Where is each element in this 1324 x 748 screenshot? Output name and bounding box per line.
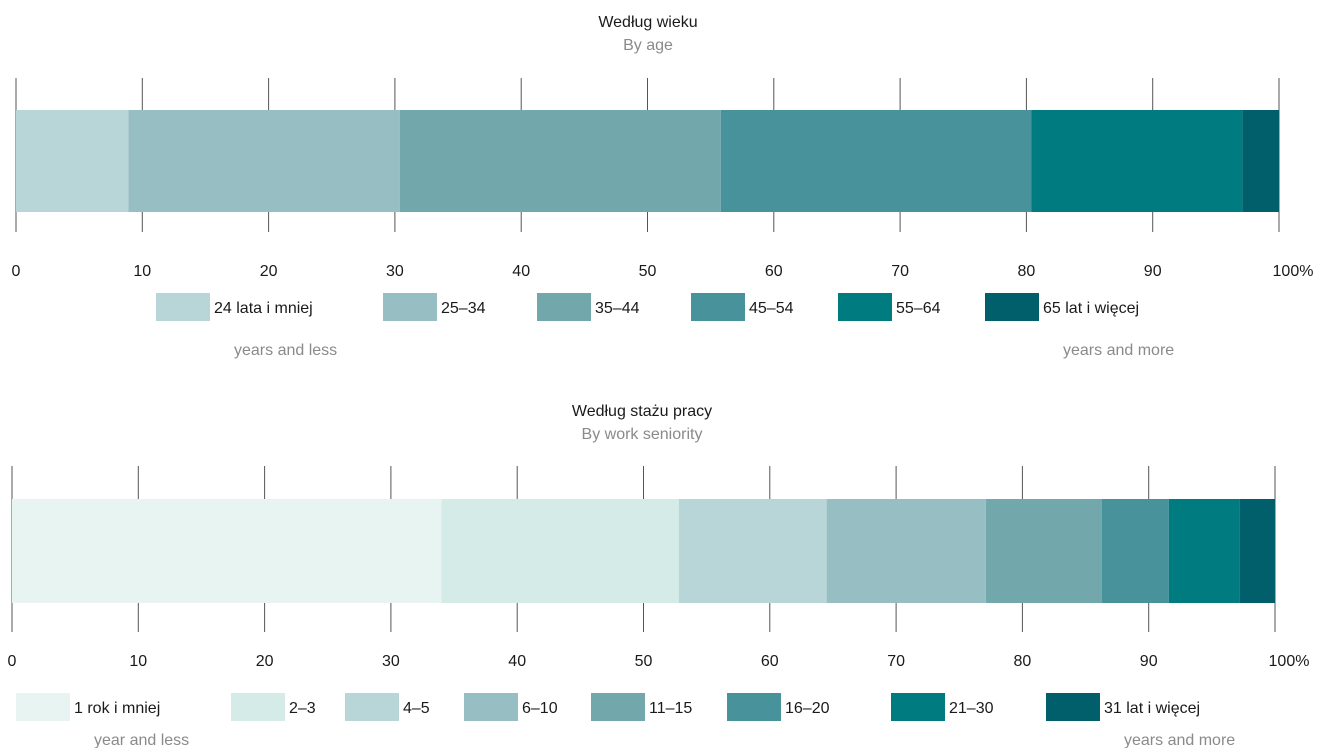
legend-label: 31 lat i więcej <box>1104 700 1200 717</box>
tick-label: 80 <box>1018 263 1036 280</box>
bar-segment <box>128 110 400 212</box>
legend-swatch <box>891 693 945 721</box>
legend-swatch <box>985 293 1039 321</box>
tick-label: 90 <box>1144 263 1162 280</box>
legend-swatch <box>156 293 210 321</box>
bar-segment <box>678 499 827 603</box>
legend-swatch <box>691 293 745 321</box>
legend-swatch <box>16 693 70 721</box>
tick-label: 0 <box>8 653 17 670</box>
tick-label: 60 <box>761 653 779 670</box>
age-bar-segments <box>16 110 1279 212</box>
bar-segment <box>720 110 1032 212</box>
legend-swatch <box>838 293 892 321</box>
bar-segment <box>12 499 442 603</box>
age-tick-labels: 0 10 20 30 40 50 60 70 80 90 100% <box>12 263 1314 280</box>
tick-label: 0 <box>12 263 21 280</box>
legend-swatch <box>464 693 518 721</box>
tick-label: 50 <box>635 653 653 670</box>
tick-label: 80 <box>1014 653 1032 670</box>
bar-segment <box>985 499 1102 603</box>
age-chart-subtitle: By age <box>623 37 673 54</box>
legend-sublabel: year and less <box>94 732 189 748</box>
legend-label: 21–30 <box>949 700 994 717</box>
legend-sublabel: years and more <box>1063 342 1174 359</box>
tick-label: 20 <box>256 653 274 670</box>
tick-label: 50 <box>639 263 657 280</box>
legend-label: 55–64 <box>896 300 941 317</box>
tick-label: 60 <box>765 263 783 280</box>
bar-segment <box>1031 110 1243 212</box>
age-chart-title: Według wieku <box>598 14 697 31</box>
bar-segment <box>1239 499 1275 603</box>
legend-label: 4–5 <box>403 700 430 717</box>
bar-segment <box>441 499 679 603</box>
legend-label: 2–3 <box>289 700 316 717</box>
tick-label: 40 <box>508 653 526 670</box>
tick-label: 100% <box>1269 653 1310 670</box>
age-legend: 24 lata i mniej years and less 25–34 35–44 4… <box>156 293 1174 359</box>
legend-swatch <box>345 693 399 721</box>
tick-label: 70 <box>891 263 909 280</box>
tick-label: 20 <box>260 263 278 280</box>
bar-segment <box>1101 499 1169 603</box>
legend-sublabel: years and more <box>1124 732 1235 748</box>
legend-swatch <box>727 693 781 721</box>
tick-label: 10 <box>129 653 147 670</box>
legend-label: 45–54 <box>749 300 794 317</box>
bar-segment <box>16 110 129 212</box>
tick-label: 90 <box>1140 653 1158 670</box>
legend-swatch <box>231 693 285 721</box>
seniority-tick-labels: 0 10 20 30 40 50 60 70 80 90 100% <box>8 653 1310 670</box>
legend-label: 6–10 <box>522 700 558 717</box>
tick-label: 10 <box>133 263 151 280</box>
tick-label: 70 <box>887 653 905 670</box>
tick-label: 40 <box>512 263 530 280</box>
legend-swatch <box>383 293 437 321</box>
legend-label: 11–15 <box>649 700 692 717</box>
bar-segment <box>1168 499 1240 603</box>
legend-label: 16–20 <box>785 700 830 717</box>
tick-label: 30 <box>386 263 404 280</box>
legend-swatch <box>1046 693 1100 721</box>
tick-label: 100% <box>1273 263 1314 280</box>
legend-swatch <box>591 693 645 721</box>
legend-label: 1 rok i mniej <box>74 700 160 717</box>
bar-segment <box>399 110 721 212</box>
bar-segment <box>1242 110 1279 212</box>
legend-label: 25–34 <box>441 300 486 317</box>
legend-swatch <box>537 293 591 321</box>
seniority-bar-segments <box>12 499 1275 603</box>
age-chart: Według wieku By age 0 10 20 30 40 50 60 70 80 90 1… <box>12 14 1314 359</box>
legend-label: 65 lat i więcej <box>1043 300 1139 317</box>
seniority-chart-subtitle: By work seniority <box>582 426 703 443</box>
legend-sublabel: years and less <box>234 342 337 359</box>
seniority-chart-title: Według stażu pracy <box>572 403 712 420</box>
bar-segment <box>826 499 986 603</box>
legend-label: 35–44 <box>595 300 640 317</box>
seniority-legend: 1 rok i mniej year and less 2–3 4–5 6–10 11–1… <box>16 693 1235 748</box>
legend-label: 24 lata i mniej <box>214 300 313 317</box>
seniority-chart: Według stażu pracy By work seniority 0 10… <box>8 403 1310 748</box>
tick-label: 30 <box>382 653 400 670</box>
